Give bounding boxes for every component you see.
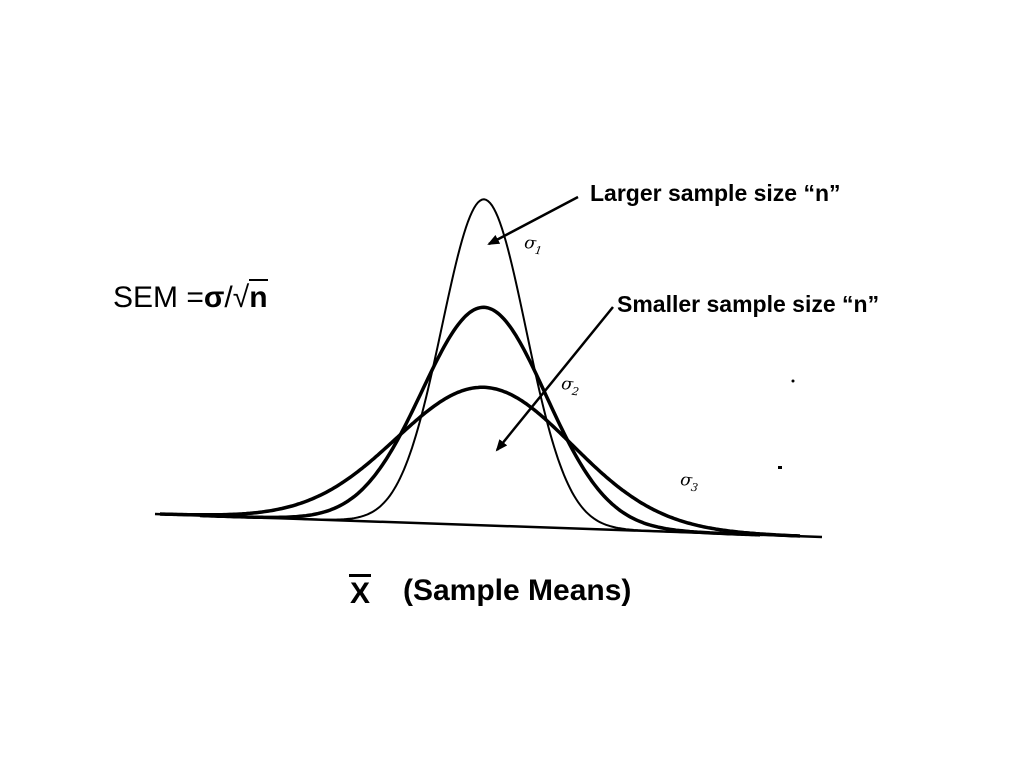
smaller-arrow — [495, 306, 614, 452]
scan-speck — [791, 379, 795, 383]
formula-radical: √ — [232, 281, 250, 314]
formula-prefix: SEM = — [113, 281, 204, 314]
formula-radicand: n — [249, 279, 268, 314]
formula-sigma: σ — [203, 281, 225, 314]
x-bar-symbol: X — [349, 574, 372, 609]
sigma-2-label: σ2 — [560, 374, 581, 399]
curve-sigma-3 — [159, 385, 801, 538]
scan-speck — [778, 466, 782, 469]
larger-arrow — [487, 195, 579, 246]
sem-formula: SEM =σ/√n — [113, 279, 268, 314]
sigma-1-label: σ1 — [523, 233, 544, 258]
smaller-sample-label: Smaller sample size “n” — [617, 291, 880, 317]
formula-slash: / — [224, 281, 233, 314]
larger-sample-label: Larger sample size “n” — [590, 180, 841, 206]
x-axis-label: (Sample Means) — [403, 574, 632, 607]
sigma-3-label: σ3 — [679, 470, 700, 495]
curve-sigma-2 — [199, 305, 761, 537]
curve-sigma-1 — [300, 198, 701, 534]
